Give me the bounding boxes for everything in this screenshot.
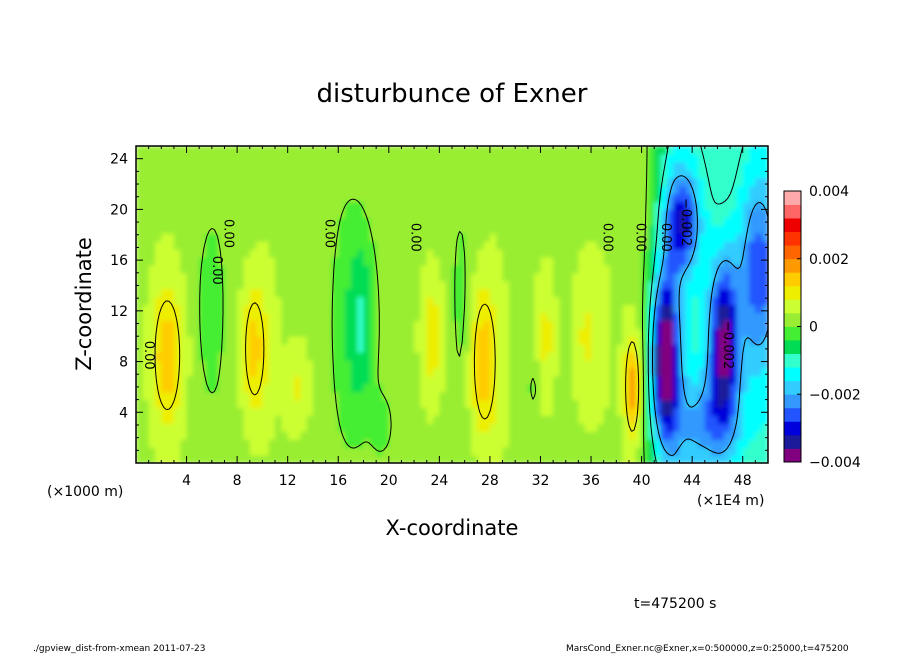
contour-labels: 0.00 0.00 0.00 0.00 0.00 0.00 0.00 0.00 −0.002 −0… (141, 198, 735, 370)
x-unit-left: (×1000 m) (47, 484, 123, 500)
y-axis: 4 8 12 16 20 24 (110, 152, 768, 451)
x-tick-label: 44 (683, 473, 701, 489)
colorbar-swatch (784, 218, 801, 233)
colorbar-swatch (784, 340, 801, 354)
contour-label: 0.00 (633, 223, 648, 252)
colorbar-tick-label: 0.004 (809, 184, 849, 200)
colorbar-swatch (784, 299, 801, 314)
chart-title: disturbunce of Exner (317, 79, 588, 109)
contour-label: 0.00 (220, 219, 235, 248)
x-axis: 4 8 12 16 20 24 28 32 36 40 44 48 (148, 146, 756, 489)
colorbar-swatch (784, 434, 801, 449)
heatmap-field (136, 146, 768, 463)
y-tick-label: 16 (110, 253, 128, 269)
colorbar-tick-label: 0.002 (809, 252, 849, 268)
contour-label: −0.002 (678, 198, 693, 246)
x-tick-label: 16 (329, 473, 347, 489)
x-tick-label: 48 (734, 473, 752, 489)
colorbar-swatch (784, 448, 801, 463)
contour-label: −0.002 (720, 321, 735, 369)
contour-label: 0.00 (408, 223, 423, 252)
colorbar-swatch (784, 258, 801, 273)
x-tick-label: 40 (633, 473, 651, 489)
colorbar-swatch (784, 407, 801, 422)
contour-label: 0.00 (658, 223, 673, 252)
colorbar-swatch (784, 272, 801, 287)
colorbar-tick-label: 0 (809, 320, 818, 336)
y-tick-label: 24 (110, 152, 128, 168)
y-tick-label: 12 (110, 304, 128, 320)
contour-label: 0.00 (141, 341, 156, 370)
x-tick-label: 32 (532, 473, 550, 489)
colorbar-tick-label: −0.004 (809, 455, 861, 471)
colorbar-swatch (784, 231, 801, 246)
colorbar: 0.004 0.002 0 −0.002 −0.004 (783, 184, 861, 471)
colorbar-swatch (784, 285, 801, 300)
colorbar-swatch (784, 394, 801, 409)
colorbar-swatch (784, 353, 801, 368)
colorbar-swatch (784, 204, 801, 219)
y-tick-label: 20 (110, 202, 128, 218)
y-axis-label: Z-coordinate (72, 237, 96, 371)
contour-label: 0.00 (209, 256, 224, 285)
x-tick-label: 8 (233, 473, 242, 489)
contour-label: 0.00 (600, 223, 615, 252)
x-unit-right: (×1E4 m) (697, 493, 764, 509)
y-tick-label: 8 (119, 355, 128, 371)
contour-label: 0.00 (322, 219, 337, 248)
colorbar-swatch (784, 191, 801, 205)
colorbar-swatch (784, 421, 801, 436)
colorbar-tick-label: −0.002 (809, 387, 861, 403)
x-tick-label: 4 (182, 473, 191, 489)
x-tick-label: 20 (380, 473, 398, 489)
colorbar-swatch (784, 367, 801, 382)
x-axis-label: X-coordinate (386, 516, 519, 540)
footer-right: MarsCond_Exner.nc@Exner,x=0:500000,z=0:2… (566, 644, 849, 654)
footer-left: ./gpview_dist-from-xmean 2011-07-23 (33, 644, 205, 654)
y-tick-label: 4 (119, 405, 128, 421)
colorbar-swatch (784, 312, 801, 327)
time-label: t=475200 s (634, 596, 716, 612)
colorbar-swatch (784, 380, 801, 395)
colorbar-swatch (784, 326, 801, 341)
x-tick-label: 28 (481, 473, 499, 489)
x-tick-label: 24 (430, 473, 448, 489)
x-tick-label: 12 (279, 473, 297, 489)
colorbar-swatch (784, 245, 801, 260)
x-tick-label: 36 (582, 473, 600, 489)
